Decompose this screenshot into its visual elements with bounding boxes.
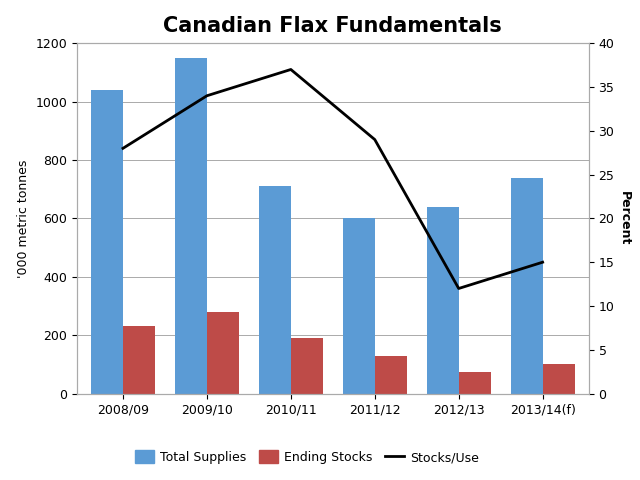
Legend: Total Supplies, Ending Stocks, Stocks/Use: Total Supplies, Ending Stocks, Stocks/Us…: [131, 445, 484, 469]
Bar: [427, 207, 459, 394]
Stocks/Use: [119, 145, 127, 151]
Bar: [343, 218, 375, 394]
Bar: [375, 356, 406, 394]
Stocks/Use: [287, 67, 294, 72]
Bar: [259, 186, 291, 394]
Bar: [511, 178, 543, 394]
Stocks/Use: [455, 286, 463, 291]
Line: Stocks/Use: Stocks/Use: [123, 70, 543, 288]
Bar: [123, 326, 155, 394]
Bar: [459, 372, 491, 394]
Bar: [207, 312, 239, 394]
Bar: [91, 90, 123, 394]
Y-axis label: Percent: Percent: [618, 191, 631, 246]
Y-axis label: '000 metric tonnes: '000 metric tonnes: [17, 159, 29, 277]
Bar: [543, 364, 575, 394]
Stocks/Use: [539, 259, 547, 265]
Title: Canadian Flax Fundamentals: Canadian Flax Fundamentals: [163, 16, 502, 36]
Bar: [291, 338, 323, 394]
Bar: [175, 58, 207, 394]
Stocks/Use: [203, 93, 211, 99]
Stocks/Use: [371, 137, 379, 143]
